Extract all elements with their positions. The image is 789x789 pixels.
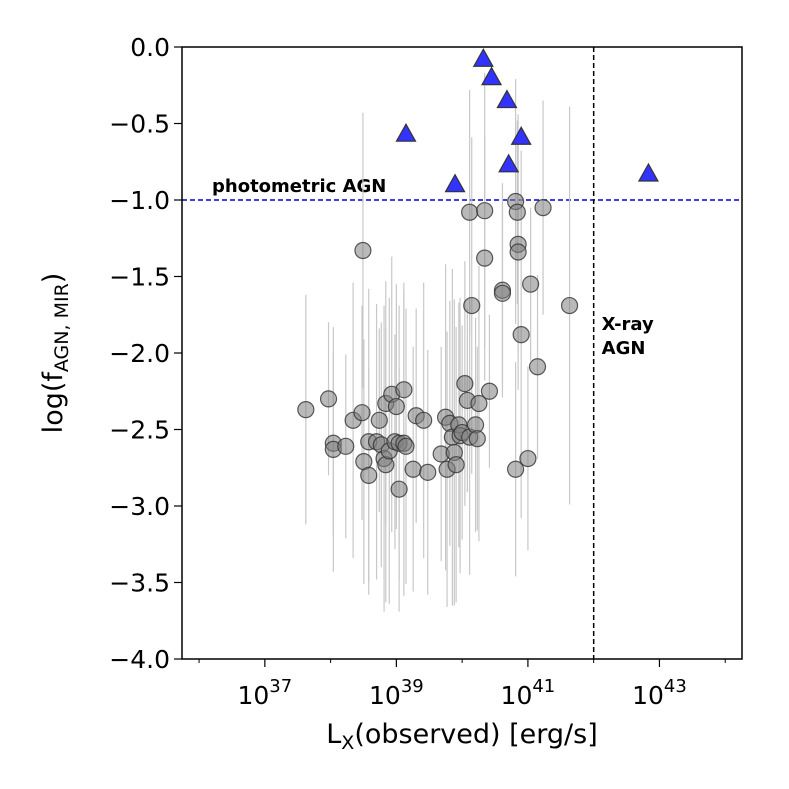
circle-point (397, 437, 415, 455)
x-ray-agn-label: X-ray (602, 314, 654, 335)
circle-point (395, 381, 413, 399)
triangle-point (637, 162, 659, 182)
circle-point (390, 480, 408, 498)
circle-point (463, 296, 481, 315)
x-tick-label: 1043 (632, 676, 687, 710)
circle-point (476, 249, 494, 267)
circle-point (456, 375, 474, 393)
plot-frame (181, 46, 743, 660)
circle-point (528, 358, 547, 376)
y-tick-label: −0.5 (109, 110, 170, 139)
circle-point (512, 326, 530, 344)
triangle-point (496, 89, 518, 109)
x-ray-agn-label: AGN (602, 338, 646, 359)
x-tick-base: 10 (237, 681, 269, 710)
circle-point (519, 449, 537, 468)
y-tick-label: −1.0 (109, 186, 170, 215)
circle-point (387, 397, 405, 416)
circle-point (480, 382, 499, 400)
circle-point (560, 296, 579, 315)
x-tick-base: 10 (501, 681, 533, 710)
circle-point (534, 199, 552, 217)
circle-point (419, 463, 437, 481)
x-tick-exponent: 37 (269, 676, 292, 697)
circle-point (509, 243, 527, 261)
y-tick-label: −2.0 (109, 339, 170, 368)
x-tick-label: 1037 (237, 676, 292, 710)
x-tick-label: 1041 (501, 676, 556, 710)
x-axis-label: LX(observed) [erg/s] (326, 719, 598, 754)
x-label-sub: X (341, 732, 354, 754)
triangle-point (472, 48, 494, 67)
y-tick-label: −3.0 (109, 492, 170, 521)
triangle-point (510, 126, 532, 145)
circle-point (297, 401, 315, 419)
y-tick-label: −4.0 (109, 645, 170, 674)
circle-point (493, 284, 512, 302)
photometric-agn-label: photometric AGN (212, 176, 386, 197)
x-tick-exponent: 39 (401, 676, 424, 697)
y-tick-label: −2.5 (109, 416, 170, 445)
triangle-point (444, 173, 466, 193)
x-label-text: L (326, 719, 341, 750)
y-tick-label: 0.0 (130, 33, 170, 62)
y-axis-label: log(fAGN, MIR) (38, 273, 73, 434)
circle-point (522, 275, 540, 293)
x-tick-base: 10 (369, 681, 401, 710)
circle-point (319, 390, 338, 408)
circle-point (461, 203, 479, 221)
y-label-sub: AGN, MIR (51, 283, 73, 372)
triangle-point (498, 153, 520, 173)
x-tick-label: 1039 (369, 676, 424, 710)
circle-point (415, 411, 433, 429)
y-label-tail: ) (38, 273, 69, 284)
circle-point (508, 203, 526, 221)
circle-point (470, 394, 488, 413)
circle-point (337, 437, 355, 455)
circle-point (447, 456, 465, 474)
circle-point (507, 460, 525, 478)
circle-point (468, 430, 486, 448)
x-label-tail: (observed) [erg/s] (354, 719, 597, 750)
triangle-point (395, 122, 417, 142)
circle-point (404, 460, 422, 478)
circle-point (353, 404, 371, 422)
circle-point (476, 202, 494, 220)
x-tick-base: 10 (632, 681, 664, 710)
x-tick-exponent: 41 (532, 676, 555, 697)
y-label-text: log(f (38, 371, 69, 434)
circle-point (354, 241, 372, 260)
circle-point (360, 466, 378, 484)
y-tick-label: −3.5 (109, 569, 170, 598)
triangle-point (481, 66, 503, 86)
y-tick-label: −1.5 (109, 263, 170, 292)
x-tick-exponent: 43 (664, 676, 687, 697)
circle-point (370, 411, 388, 429)
